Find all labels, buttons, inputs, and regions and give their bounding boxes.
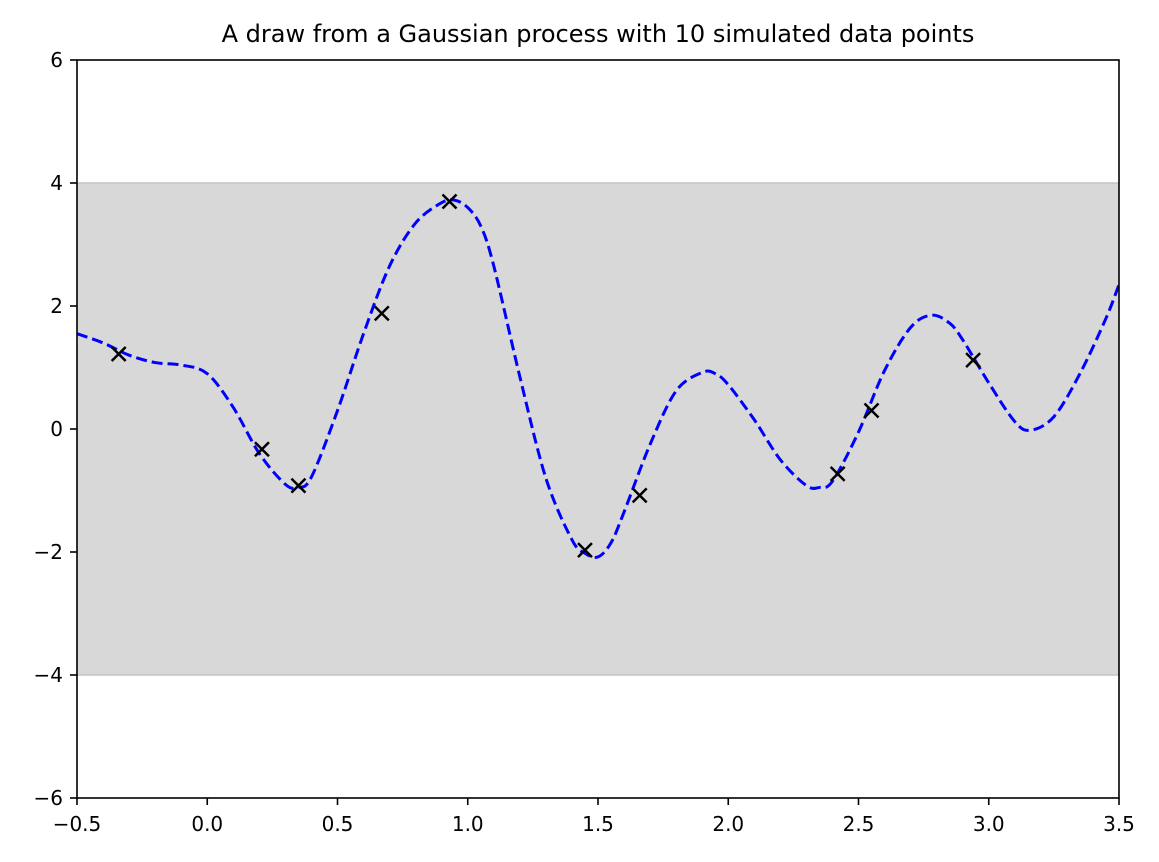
data-point	[829, 466, 846, 482]
y-tick-label: 4	[50, 171, 63, 195]
data-point-stroke	[829, 466, 846, 482]
x-tick-label: 3.5	[1103, 812, 1135, 836]
y-tick-label: −6	[34, 786, 63, 810]
data-point-stroke	[254, 441, 270, 458]
data-point-stroke	[441, 193, 458, 210]
y-tick-label: 2	[50, 294, 63, 318]
x-tick-label: 2.5	[843, 812, 875, 836]
data-point	[863, 402, 880, 419]
data-point-stroke	[863, 402, 880, 419]
data-point	[965, 352, 982, 369]
data-point-stroke	[373, 305, 390, 322]
y-tick-label: 6	[50, 48, 63, 72]
data-point-stroke	[631, 487, 648, 504]
data-point-stroke	[577, 542, 593, 559]
uncertainty-band	[77, 183, 1119, 675]
data-point-stroke	[110, 346, 127, 362]
x-tick-label: 2.0	[712, 812, 744, 836]
data-point	[441, 193, 458, 210]
y-tick-label: −4	[34, 663, 63, 687]
data-point	[631, 487, 648, 504]
data-point	[110, 346, 127, 362]
y-tick-label: −2	[34, 540, 63, 564]
x-tick-label: 1.5	[582, 812, 614, 836]
data-point	[290, 477, 307, 494]
x-tick-label: 0.5	[322, 812, 354, 836]
chart-title: A draw from a Gaussian process with 10 s…	[222, 20, 975, 48]
data-point-stroke	[290, 477, 307, 494]
x-axis: −0.5 0.0 0.5 1.0 1.5 2.0 2.5 3.0 3.5	[53, 798, 1135, 836]
x-tick-label: −0.5	[53, 812, 102, 836]
x-tick-label: 0.0	[191, 812, 223, 836]
y-tick-label: 0	[50, 417, 63, 441]
x-tick-label: 1.0	[452, 812, 484, 836]
data-point	[577, 542, 593, 559]
data-point	[373, 305, 390, 322]
data-point-stroke	[965, 352, 982, 369]
x-tick-label: 3.0	[973, 812, 1005, 836]
y-axis: −6 −4 −2 0 2 4 6	[34, 48, 77, 810]
data-point	[254, 441, 270, 458]
plot-area	[76, 59, 1120, 799]
gp-sample-line-0	[77, 198, 1119, 559]
